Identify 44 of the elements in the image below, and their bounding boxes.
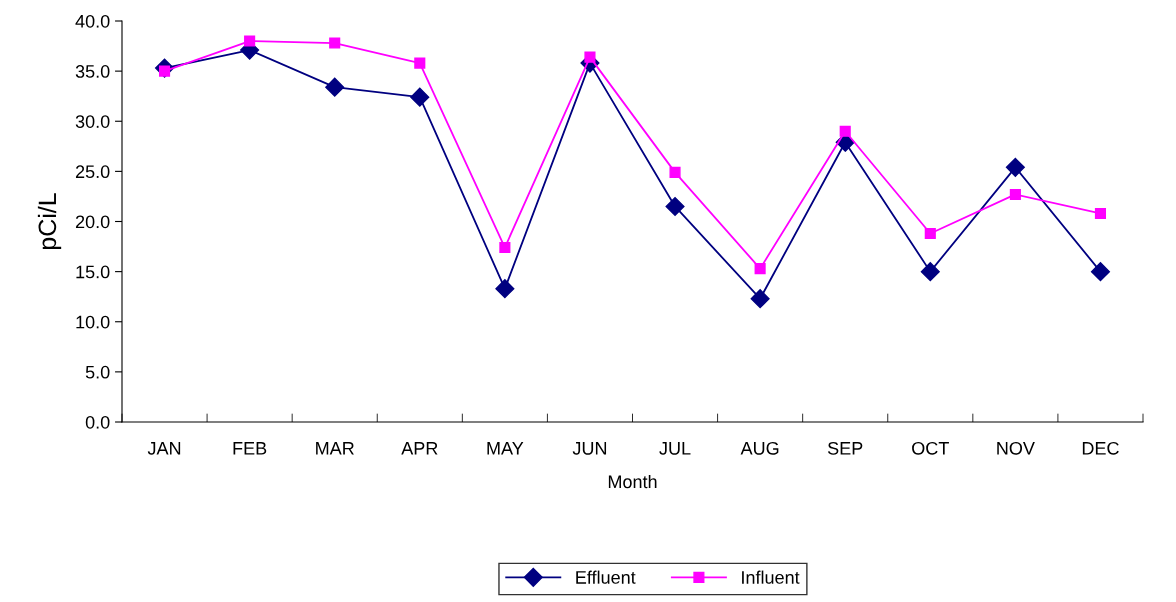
x-tick-label: JUL bbox=[659, 442, 691, 455]
point bbox=[329, 37, 341, 49]
point bbox=[325, 77, 345, 97]
x-tick-label: AUG bbox=[740, 441, 779, 455]
y-tick-label: 35.0 bbox=[75, 65, 110, 78]
point bbox=[665, 196, 685, 216]
y-tick-label: 15.0 bbox=[76, 265, 110, 279]
x-tick-label: APR bbox=[401, 442, 438, 455]
point bbox=[1005, 157, 1025, 177]
y-tick-label: 30.0 bbox=[75, 115, 110, 128]
y-tick-label: 25.0 bbox=[75, 165, 110, 179]
point bbox=[839, 125, 851, 137]
point bbox=[495, 279, 515, 299]
y-tick-label: 0.0 bbox=[85, 415, 110, 429]
point bbox=[410, 87, 430, 107]
point bbox=[1090, 262, 1110, 282]
x-tick-label: MAR bbox=[316, 442, 354, 455]
legend-label: Influent bbox=[742, 570, 800, 584]
point bbox=[669, 166, 681, 178]
point bbox=[499, 242, 511, 254]
x-tick-label: JUN bbox=[572, 442, 607, 455]
x-tick-label: OCT bbox=[912, 441, 949, 455]
point bbox=[584, 51, 596, 63]
x-tick-label: MAY bbox=[487, 442, 524, 455]
y-tick-label: 20.0 bbox=[75, 215, 110, 229]
x-tick-label: NOV bbox=[997, 441, 1035, 455]
y-tick-label: 40.0 bbox=[75, 14, 110, 28]
point bbox=[414, 57, 426, 69]
point bbox=[1094, 207, 1107, 220]
x-tick-label: SEP bbox=[827, 441, 863, 455]
y-axis-title: pCi/L bbox=[37, 193, 62, 250]
point bbox=[1009, 188, 1021, 200]
point bbox=[924, 227, 936, 240]
x-tick-label: JAN bbox=[147, 442, 181, 455]
point bbox=[750, 289, 770, 309]
y-tick-label: 5.0 bbox=[85, 365, 110, 379]
x-tick-label: FEB bbox=[233, 442, 267, 455]
y-tick-label: 10.0 bbox=[76, 315, 110, 329]
legend-label: Effluent bbox=[576, 570, 636, 584]
point bbox=[244, 35, 256, 47]
point bbox=[754, 263, 766, 275]
x-tick-label: DEC bbox=[1082, 441, 1119, 455]
x-axis-title: Month bbox=[608, 474, 657, 489]
point bbox=[920, 262, 940, 282]
